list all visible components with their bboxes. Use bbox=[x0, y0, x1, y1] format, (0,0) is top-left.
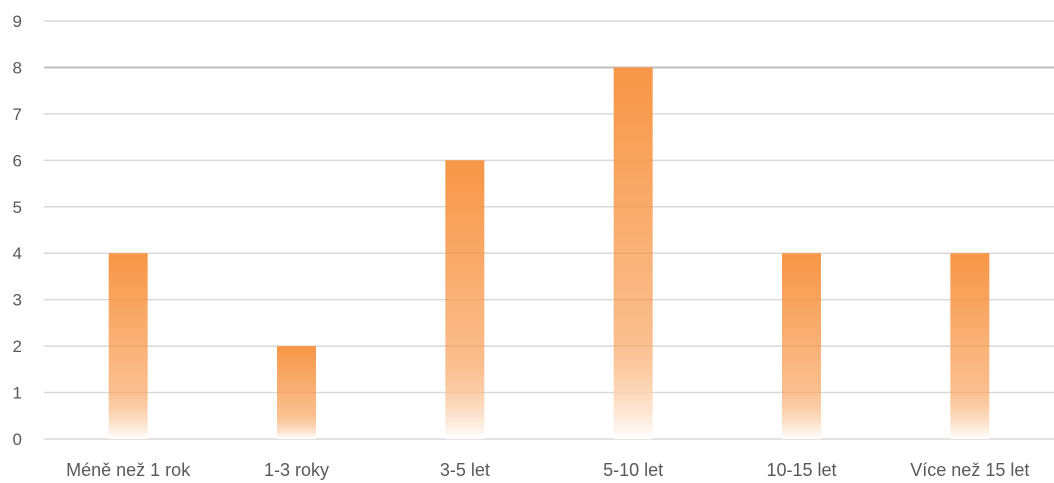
y-tick-label: 1 bbox=[13, 384, 22, 403]
x-category-label: 1-3 roky bbox=[264, 460, 329, 480]
y-tick-label: 6 bbox=[13, 151, 22, 170]
x-category-label: 3-5 let bbox=[440, 460, 490, 480]
bar-3 bbox=[445, 160, 485, 440]
x-category-label: 10-15 let bbox=[766, 460, 836, 480]
y-tick-label: 9 bbox=[13, 12, 22, 31]
bar-2 bbox=[277, 346, 316, 439]
y-axis-ticks: 0 1 2 3 4 5 6 7 8 9 bbox=[13, 12, 22, 449]
x-category-label: 5-10 let bbox=[603, 460, 663, 480]
y-tick-label: 0 bbox=[13, 430, 22, 449]
gridlines bbox=[44, 20, 1054, 440]
x-axis-labels: Méně než 1 rok 1-3 roky 3-5 let 5-10 let 10-… bbox=[66, 460, 1029, 480]
bar-5 bbox=[782, 253, 821, 439]
bar-6 bbox=[950, 253, 990, 439]
y-tick-label: 4 bbox=[13, 244, 22, 263]
y-tick-label: 2 bbox=[13, 337, 22, 356]
bar-4 bbox=[613, 67, 653, 439]
bars bbox=[108, 67, 990, 440]
y-tick-label: 5 bbox=[13, 198, 22, 217]
y-tick-label: 7 bbox=[13, 105, 22, 124]
y-tick-label: 8 bbox=[13, 58, 22, 77]
bar-1 bbox=[108, 253, 148, 439]
x-category-label: Méně než 1 rok bbox=[66, 460, 191, 480]
x-category-label: Více než 15 let bbox=[910, 460, 1029, 480]
y-tick-label: 3 bbox=[13, 291, 22, 310]
